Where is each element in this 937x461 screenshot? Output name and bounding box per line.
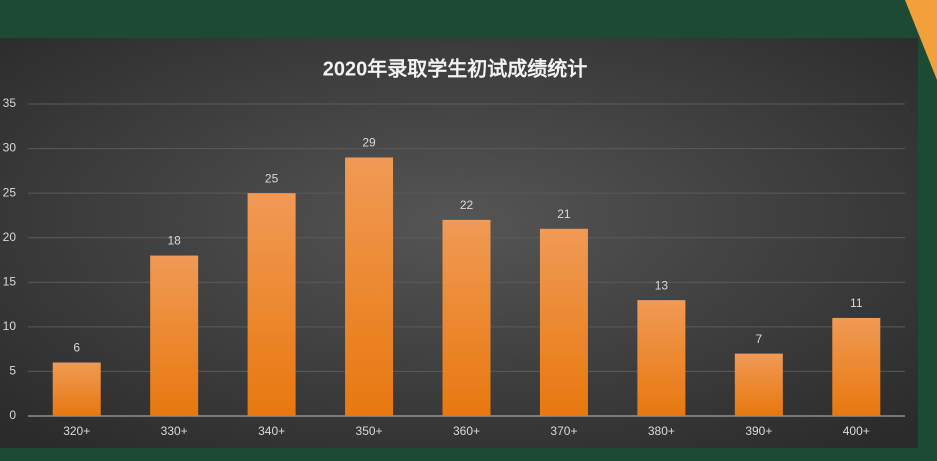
x-tick-label: 370+: [550, 424, 577, 438]
x-tick-label: 390+: [745, 424, 772, 438]
bar: [539, 228, 588, 416]
y-tick-label: 5: [9, 364, 16, 378]
y-tick-label: 20: [3, 230, 17, 244]
y-tick-label: 25: [3, 185, 17, 199]
data-label: 6: [73, 341, 80, 355]
data-label: 13: [655, 278, 669, 292]
data-label: 7: [755, 332, 762, 346]
data-label: 22: [460, 198, 474, 212]
y-tick-label: 15: [3, 274, 17, 288]
decoration: [905, 0, 937, 80]
bar: [442, 219, 491, 416]
x-tick-label: 360+: [453, 424, 480, 438]
bar: [150, 255, 199, 416]
data-label: 21: [557, 207, 571, 221]
bar: [637, 300, 686, 416]
y-tick-label: 35: [3, 96, 17, 110]
bar: [247, 193, 296, 416]
data-label: 25: [265, 171, 279, 185]
data-label: 11: [850, 296, 863, 310]
x-tick-label: 400+: [843, 424, 870, 438]
y-tick-label: 30: [3, 141, 17, 155]
data-label: 29: [362, 136, 376, 150]
data-label: 18: [167, 234, 181, 248]
bar: [345, 157, 394, 416]
x-tick-label: 340+: [258, 424, 285, 438]
x-tick-label: 350+: [356, 424, 383, 438]
bar: [734, 353, 783, 416]
bar: [52, 362, 101, 416]
y-tick-label: 10: [3, 319, 17, 333]
bar: [832, 317, 881, 416]
x-tick-label: 320+: [63, 424, 90, 438]
y-tick-label: 0: [9, 408, 16, 422]
chart-title: 2020年录取学生初试成绩统计: [323, 56, 588, 80]
x-tick-label: 380+: [648, 424, 675, 438]
x-tick-label: 330+: [161, 424, 188, 438]
